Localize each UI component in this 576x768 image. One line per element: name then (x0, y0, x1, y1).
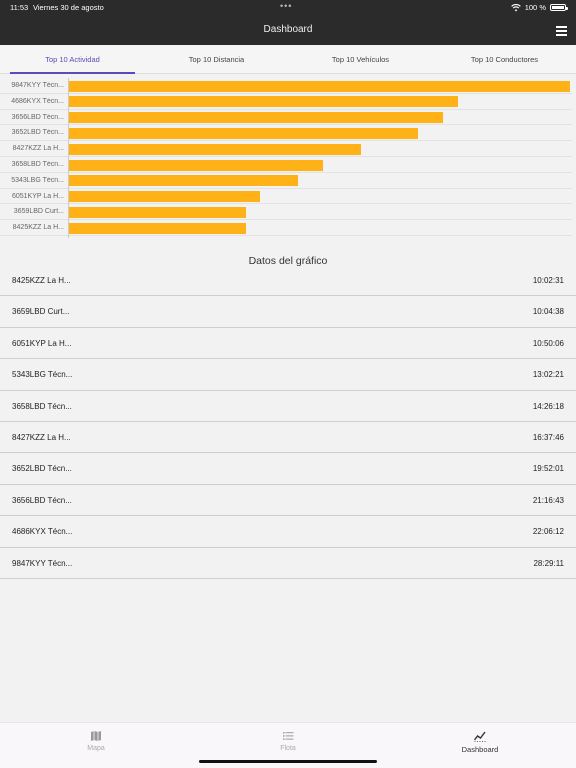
chart-row: 6051KYP La H... (0, 189, 572, 205)
list-item[interactable]: 3659LBD Curt... 10:04:38 (0, 296, 576, 328)
list-item-name: 3652LBD Técn... (12, 464, 72, 474)
chart-row: 3656LBD Técn... (0, 110, 572, 126)
list-item[interactable]: 3658LBD Técn... 14:26:18 (0, 391, 576, 422)
list-item-value: 10:50:06 (532, 338, 564, 348)
page-title: Dashboard (263, 24, 313, 35)
hamburger-icon[interactable] (556, 26, 567, 36)
list-icon (283, 732, 294, 740)
chart-axis (68, 78, 69, 238)
multitasking-dots-icon[interactable]: ••• (280, 1, 293, 11)
chart-category-label: 8425KZZ La H... (12, 224, 64, 232)
list-item-value: 13:02:21 (532, 370, 564, 380)
map-icon (91, 731, 101, 741)
list-item[interactable]: 9847KYY Técn... 28:29:11 (0, 548, 576, 579)
list-item-name: 3656LBD Técn... (12, 495, 72, 505)
bottom-tab-label: Dashboard (461, 745, 499, 754)
chart-bar[interactable] (69, 96, 458, 108)
battery-percent: 100 % (524, 3, 546, 12)
list-item-name: 8427KZZ La H... (12, 432, 71, 442)
list-item[interactable]: 6051KYP La H... 10:50:06 (0, 328, 576, 360)
wifi-icon (510, 3, 521, 11)
chart-data-list: 8425KZZ La H... 10:02:31 3659LBD Curt... 10… (0, 265, 576, 579)
chart-row: 9847KYY Técn... (0, 78, 572, 94)
status-bar: 11:53 Viernes 30 de agosto ••• 100 % (0, 0, 576, 16)
battery-icon (550, 4, 568, 11)
tab-bar: Top 10 Actividad Top 10 Distancia Top 10… (0, 45, 576, 74)
chart-bar[interactable] (69, 80, 570, 92)
chart-bar[interactable] (69, 127, 419, 139)
chart-row: 8425KZZ La H... (0, 220, 572, 236)
bottom-tab-flota[interactable]: Flota (192, 723, 384, 768)
activity-bar-chart: 9847KYY Técn... 4686KYX Técn... 3656LBD Té… (0, 78, 576, 240)
chart-row: 3652LBD Técn... (0, 125, 572, 142)
list-item-value: 21:16:43 (532, 495, 564, 505)
tab-top-conductores[interactable]: Top 10 Conductores (470, 55, 539, 64)
home-indicator (199, 760, 377, 763)
active-tab-indicator (10, 72, 135, 74)
list-item-value: 10:02:31 (532, 276, 564, 285)
list-item[interactable]: 8425KZZ La H... 10:02:31 (0, 265, 576, 297)
status-date: Viernes 30 de agosto (33, 3, 104, 12)
chart-bar[interactable] (69, 175, 299, 187)
chart-category-label: 3656LBD Técn... (11, 113, 64, 121)
tab-top-distancia[interactable]: Top 10 Distancia (188, 55, 245, 64)
list-item-name: 6051KYP La H... (12, 338, 72, 348)
list-item[interactable]: 4686KYX Técn... 22:06:12 (0, 516, 576, 548)
chart-bar[interactable] (69, 206, 247, 218)
chart-bar[interactable] (69, 159, 323, 171)
bottom-tab-label: Mapa (87, 745, 105, 752)
list-item[interactable]: 3656LBD Técn... 21:16:43 (0, 485, 576, 517)
chart-row: 3658LBD Técn... (0, 157, 572, 173)
bottom-tab-dashboard[interactable]: Dashboard (384, 723, 576, 768)
list-item-value: 14:26:18 (532, 401, 564, 411)
bottom-tab-mapa[interactable]: Mapa (0, 723, 192, 768)
list-item-value: 19:52:01 (532, 464, 564, 474)
list-item[interactable]: 8427KZZ La H... 16:37:46 (0, 422, 576, 454)
list-item-value: 22:06:12 (532, 527, 564, 537)
chart-data-heading: Datos del gráfico (248, 255, 328, 267)
chart-row: 8427KZZ La H... (0, 141, 572, 157)
bottom-tab-label: Flota (280, 745, 296, 752)
status-right: 100 % (510, 3, 568, 12)
list-item-name: 5343LBG Técn... (12, 370, 73, 380)
chart-category-label: 8427KZZ La H... (12, 145, 64, 153)
chart-row: 4686KYX Técn... (0, 94, 572, 110)
list-item-value: 28:29:11 (533, 558, 564, 568)
list-item-value: 10:04:38 (532, 307, 564, 317)
list-item-value: 16:37:46 (532, 432, 564, 442)
status-time: 11:53 (10, 3, 29, 12)
chart-row: 3659LBD Curt... (0, 204, 572, 221)
list-item-name: 9847KYY Técn... (12, 558, 73, 568)
tab-top-actividad[interactable]: Top 10 Actividad (45, 55, 100, 64)
chart-icon (473, 731, 486, 742)
chart-category-label: 3652LBD Técn... (11, 129, 64, 137)
list-item-name: 8425KZZ La H... (12, 276, 71, 285)
chart-category-label: 3659LBD Curt... (13, 208, 64, 216)
chart-category-label: 9847KYY Técn... (11, 82, 64, 89)
chart-bar[interactable] (69, 191, 260, 203)
chart-bar[interactable] (69, 112, 444, 124)
chart-category-label: 3658LBD Técn... (11, 161, 64, 168)
chart-category-label: 4686KYX Técn... (11, 97, 64, 105)
list-item-name: 3658LBD Técn... (12, 401, 72, 411)
list-item-name: 4686KYX Técn... (12, 527, 73, 537)
top-navbar: Dashboard (0, 16, 576, 45)
chart-row: 5343LBG Técn... (0, 173, 572, 189)
list-item[interactable]: 3652LBD Técn... 19:52:01 (0, 453, 576, 485)
chart-category-label: 6051KYP La H... (11, 192, 64, 200)
chart-bar[interactable] (69, 222, 246, 234)
list-item-name: 3659LBD Curt... (12, 307, 70, 317)
chart-category-label: 5343LBG Técn... (11, 176, 64, 184)
chart-bar[interactable] (69, 143, 362, 155)
tab-top-vehiculos[interactable]: Top 10 Vehículos (331, 55, 390, 64)
list-item[interactable]: 5343LBG Técn... 13:02:21 (0, 359, 576, 391)
